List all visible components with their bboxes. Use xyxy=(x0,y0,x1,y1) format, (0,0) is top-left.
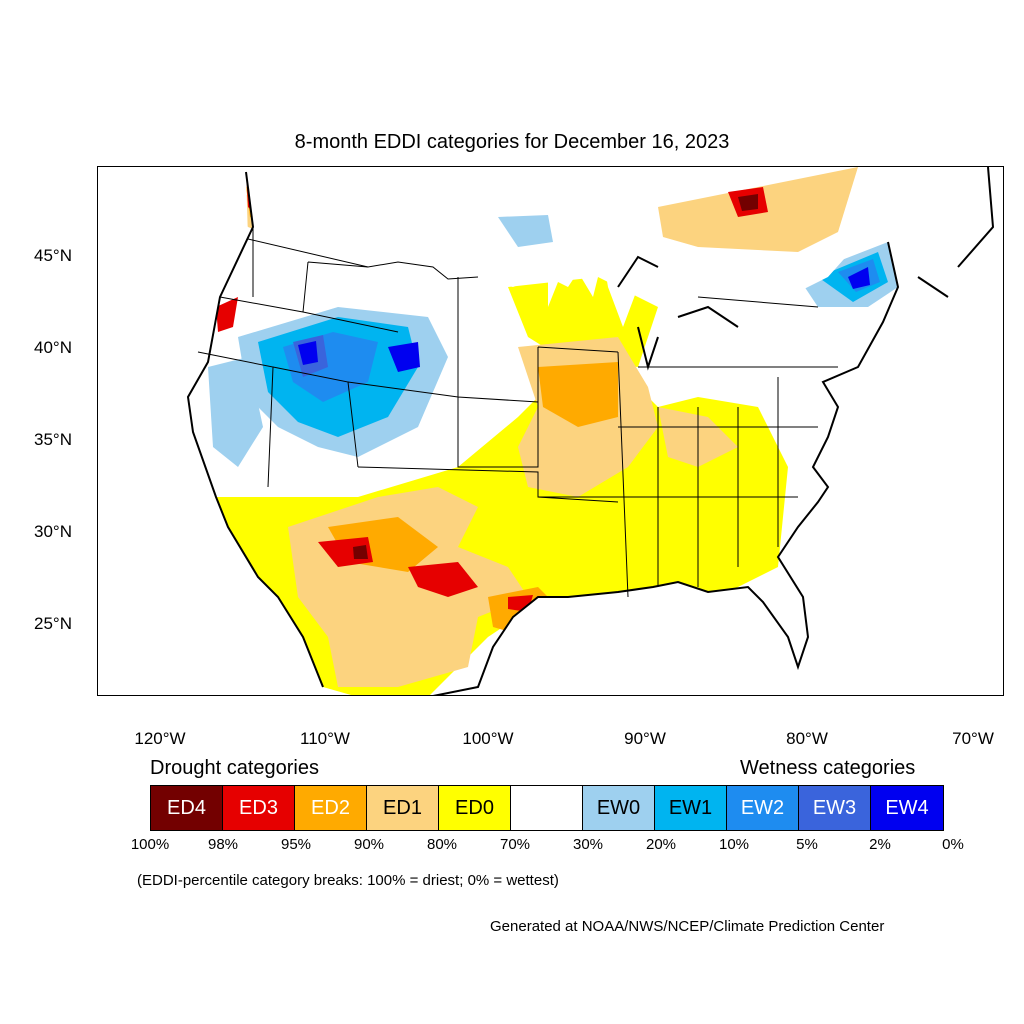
category-note: (EDDI-percentile category breaks: 100% =… xyxy=(137,872,559,889)
credit-line: Generated at NOAA/NWS/NCEP/Climate Predi… xyxy=(490,918,885,935)
legend-cell-neutral xyxy=(511,786,583,830)
lat-label-25: 25°N xyxy=(34,614,72,633)
legend-cell-ed1: ED1 xyxy=(367,786,439,830)
legend-colorbar: ED4 ED3 ED2 ED1 ED0 EW0 EW1 EW2 EW3 EW4 xyxy=(150,785,944,831)
legend-break-label: 95% xyxy=(280,836,312,853)
drought-heading: Drought categories xyxy=(150,757,319,779)
lat-label-35: 35°N xyxy=(34,430,72,449)
lon-label-120w: 120°W xyxy=(134,729,186,748)
legend-break-label: 0% xyxy=(942,836,964,853)
legend-break-label: 80% xyxy=(426,836,458,853)
us-map xyxy=(186,167,995,695)
legend-cell-ew3: EW3 xyxy=(799,786,871,830)
map-title: 8-month EDDI categories for December 16,… xyxy=(294,131,730,153)
coastlines xyxy=(186,167,995,695)
legend-break-label: 20% xyxy=(645,836,677,853)
legend-cell-ew2: EW2 xyxy=(727,786,799,830)
lon-label-100w: 100°W xyxy=(462,729,514,748)
lat-label-30: 30°N xyxy=(34,522,72,541)
lon-label-110w: 110°W xyxy=(300,729,350,748)
lon-label-70w: 70°W xyxy=(952,729,994,748)
legend-break-label: 90% xyxy=(353,836,385,853)
legend-cell-ed3: ED3 xyxy=(223,786,295,830)
legend-cell-ed0: ED0 xyxy=(439,786,511,830)
legend-break-label: 100% xyxy=(130,836,170,853)
legend-break-label: 98% xyxy=(207,836,239,853)
state-boundaries xyxy=(197,227,838,598)
lon-label-90w: 90°W xyxy=(624,729,666,748)
legend-cell-ew0: EW0 xyxy=(583,786,655,830)
legend-break-label: 10% xyxy=(718,836,750,853)
lon-label-80w: 80°W xyxy=(786,729,828,748)
lat-label-40: 40°N xyxy=(34,338,72,357)
legend-break-label: 70% xyxy=(499,836,531,853)
legend-cell-ew4: EW4 xyxy=(871,786,943,830)
wetness-heading: Wetness categories xyxy=(740,757,916,779)
legend-break-label: 2% xyxy=(869,836,891,853)
legend-break-label: 30% xyxy=(572,836,604,853)
legend-cell-ed2: ED2 xyxy=(295,786,367,830)
legend-break-label: 5% xyxy=(796,836,818,853)
lat-label-45: 45°N xyxy=(34,246,72,265)
legend-cell-ed4: ED4 xyxy=(151,786,223,830)
map-panel xyxy=(97,166,1004,696)
legend-cell-ew1: EW1 xyxy=(655,786,727,830)
